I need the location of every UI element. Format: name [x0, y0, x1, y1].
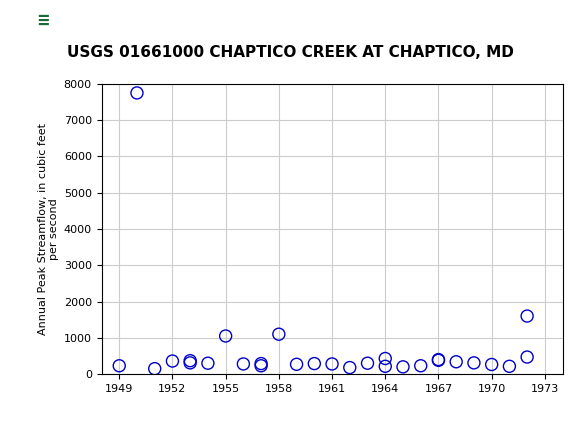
Y-axis label: Annual Peak Streamflow, in cubic feet
per second: Annual Peak Streamflow, in cubic feet pe… — [38, 123, 60, 335]
Point — [221, 332, 230, 339]
Point — [434, 356, 443, 363]
Point — [505, 363, 514, 370]
Point — [328, 360, 337, 367]
Point — [398, 363, 408, 370]
Point — [363, 360, 372, 367]
Text: USGS 01661000 CHAPTICO CREEK AT CHAPTICO, MD: USGS 01661000 CHAPTICO CREEK AT CHAPTICO… — [67, 45, 513, 60]
Point — [345, 364, 354, 371]
Point — [150, 365, 160, 372]
Text: USGS: USGS — [93, 12, 148, 29]
FancyBboxPatch shape — [6, 3, 81, 37]
Point — [203, 360, 212, 367]
Text: ≡: ≡ — [38, 11, 49, 30]
Point — [186, 357, 195, 364]
Point — [469, 359, 478, 366]
Point — [380, 363, 390, 370]
Point — [452, 358, 461, 365]
Point — [292, 361, 301, 368]
Point — [256, 362, 266, 369]
Point — [132, 89, 142, 96]
Point — [186, 359, 195, 366]
Point — [523, 353, 532, 360]
Point — [310, 360, 319, 367]
Point — [487, 361, 496, 368]
Point — [380, 355, 390, 362]
Point — [256, 360, 266, 367]
Point — [115, 362, 124, 369]
Point — [239, 360, 248, 367]
Point — [434, 357, 443, 364]
Point — [168, 358, 177, 365]
Point — [523, 313, 532, 319]
Point — [416, 362, 425, 369]
Point — [274, 331, 284, 338]
